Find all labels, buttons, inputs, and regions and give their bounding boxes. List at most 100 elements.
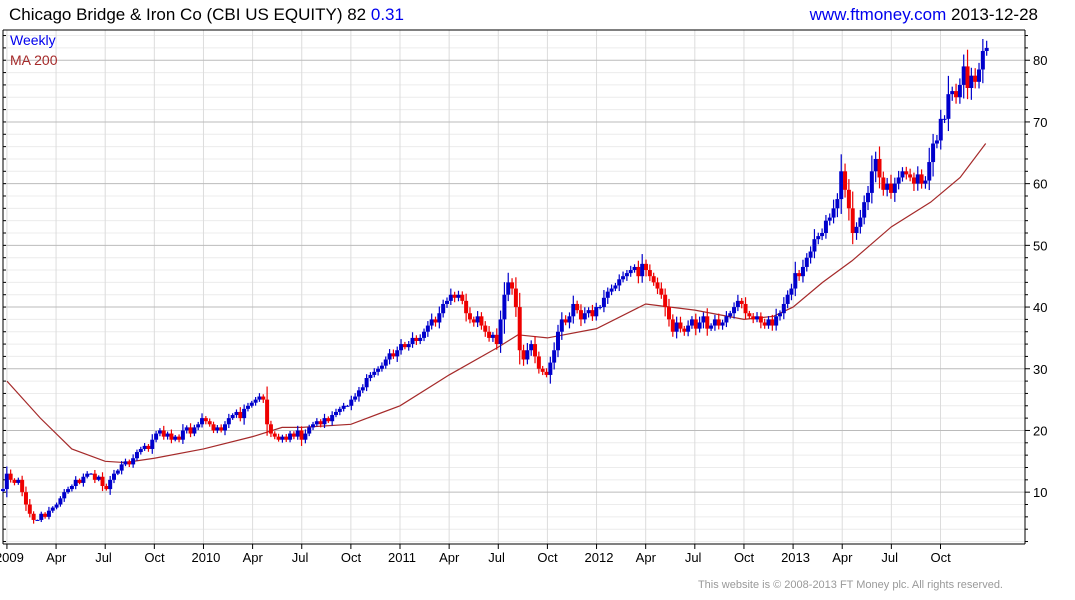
candle-up [314,421,319,425]
candle-up [720,322,725,326]
candle-up [337,408,342,412]
candle-down [651,276,656,283]
x-tick-label: Apr [636,550,657,565]
candle-up [781,303,786,314]
candle-down [483,325,488,332]
candle-down [391,353,396,357]
candle-down [27,504,32,514]
candle-up [119,464,124,471]
candle-up [980,50,985,70]
candle-up [938,118,943,141]
candle-up [422,331,427,338]
candle-up [697,322,702,329]
candle-down [284,436,289,440]
candle-up [333,411,338,416]
candle-up [961,66,966,85]
candle-up [418,337,423,341]
candle-up [280,436,285,440]
candle-up [873,158,878,172]
candle-down [536,356,541,369]
candle-down [460,294,465,301]
candle-down [100,476,105,486]
candle-up [701,316,706,323]
candle-up [793,273,798,289]
candle-up [712,319,717,326]
candle-up [582,313,587,320]
candle-up [54,504,59,508]
candle-down [743,303,748,314]
candle-up [345,405,350,407]
candle-up [957,84,962,98]
candle-up [62,492,67,499]
candle-up [559,319,564,332]
candle-up [123,461,128,465]
candle-up [498,319,503,345]
candle-down [578,310,583,320]
y-tick-label: 50 [1033,238,1047,253]
candle-down [716,319,721,326]
x-tick-label: 2009 [0,550,24,565]
candle-up [827,217,832,221]
candle-up [823,220,828,234]
candle-down [177,436,182,440]
chart-date: 2013-12-28 [951,5,1038,24]
candle-up [820,233,825,237]
candle-down [203,418,208,422]
candle-down [402,344,407,348]
candle-up [502,294,507,320]
x-tick-label: Apr [439,550,460,565]
candle-down [20,479,25,493]
candle-up [245,405,250,409]
candle-down [693,319,698,329]
candle-down [31,513,36,520]
candle-up [215,427,220,431]
candle-down [299,430,304,440]
y-tick-label: 80 [1033,53,1047,68]
candle-down [517,307,522,351]
candle-up [341,405,346,409]
candle-down [261,396,266,400]
candle-up [804,257,809,267]
candle-up [406,344,411,348]
candle-up [475,316,480,323]
candle-down [678,322,683,329]
candle-up [66,489,71,493]
candle-up [376,368,381,372]
candle-up [789,288,794,295]
candle-up [399,344,404,351]
candle-up [777,313,782,317]
candle-up [885,183,890,190]
copyright-footer: This website is © 2008-2013 FT Money plc… [697,579,1003,591]
chart-title: Chicago Bridge & Iron Co (CBI US EQUITY)… [9,5,404,25]
candle-up [977,69,982,82]
candle-up [984,47,989,51]
candle-down [747,313,752,317]
candle-up [39,513,44,520]
x-tick-label: 2012 [585,550,614,565]
candle-down [127,461,132,465]
candle-up [395,350,400,357]
candle-up [134,452,139,459]
candle-up [896,177,901,184]
x-tick-label: Oct [930,550,951,565]
candle-down [843,171,848,190]
candle-up [529,344,534,351]
candle-up [755,316,760,320]
candle-up [605,291,610,298]
candle-up [383,359,388,366]
candle-up [226,418,231,425]
candle-up [35,519,40,521]
candle-up [624,273,629,277]
candle-up [303,433,308,440]
candle-up [360,387,365,391]
candle-down [965,66,970,89]
candle-down [318,421,323,425]
candle-down [265,399,270,425]
candle-up [674,322,679,332]
site-link[interactable]: www.ftmoney.com [809,5,947,24]
candle-down [973,75,978,82]
candle-down [146,445,151,449]
header-right: www.ftmoney.com 2013-12-28 [810,5,1038,25]
y-tick-label: 20 [1033,423,1047,438]
candle-down [908,174,913,178]
